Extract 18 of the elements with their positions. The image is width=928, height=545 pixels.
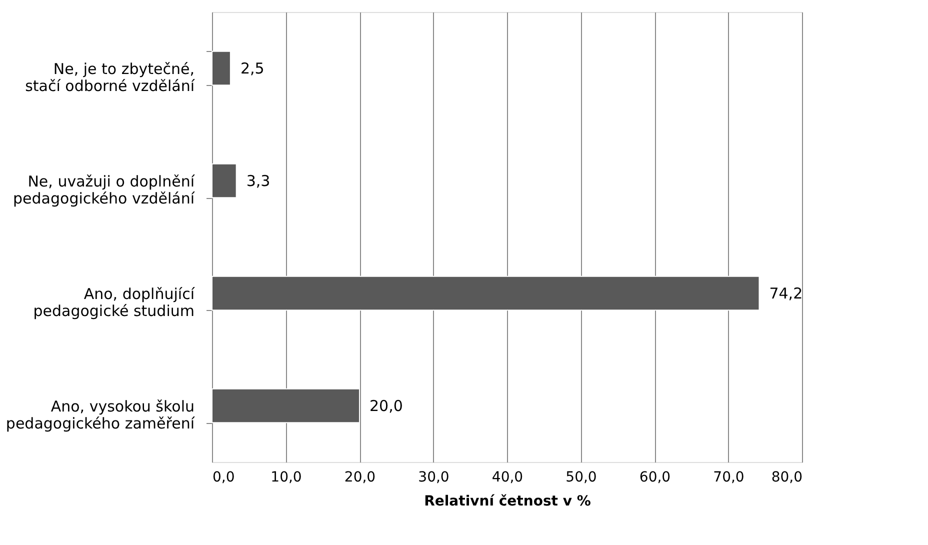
x-tick-label: 50,0 bbox=[566, 470, 597, 486]
x-tick-label: 30,0 bbox=[418, 470, 450, 486]
data-label: 2,5 bbox=[240, 59, 264, 78]
data-label: 20,0 bbox=[370, 396, 403, 415]
x-tick-label: 60,0 bbox=[639, 470, 671, 486]
y-tick-label: Ne, uvažuji o doplnění pedagogického vzdělání bbox=[13, 172, 196, 208]
x-tick-label: 20,0 bbox=[344, 470, 376, 486]
data-label: 3,3 bbox=[246, 172, 270, 190]
x-tick-label: 70,0 bbox=[713, 470, 744, 486]
x-tick-label: 40,0 bbox=[492, 470, 524, 486]
x-axis-title: Relativní četnost v % bbox=[424, 494, 591, 510]
data-label: 74,2 bbox=[769, 284, 803, 302]
x-tick-label: 0,0 bbox=[212, 470, 235, 486]
y-tick-label: Ano, vysokou školu pedagogického zaměření bbox=[6, 397, 196, 432]
x-tick-label: 10,0 bbox=[270, 470, 302, 486]
x-tick-label: 80,0 bbox=[771, 470, 802, 486]
y-tick-label: Ne, je to zbytečné, stačí odborné vzdělání bbox=[25, 60, 196, 95]
y-tick-label: Ano, doplňující pedagogické studium bbox=[33, 284, 196, 320]
